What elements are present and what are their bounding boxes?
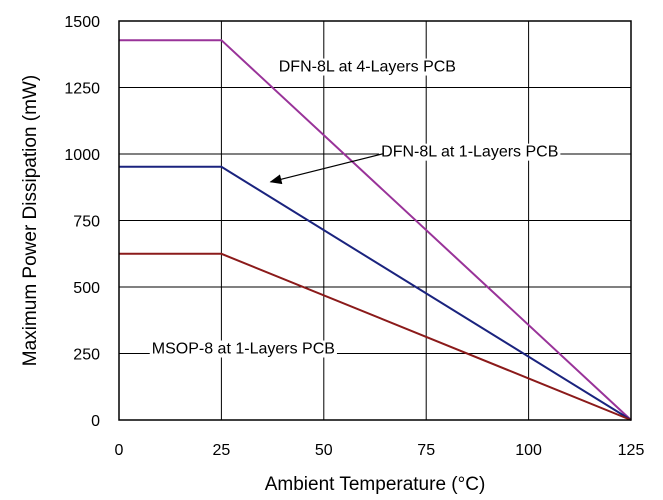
label-background <box>379 143 561 161</box>
y-tick-label: 1250 <box>64 81 100 98</box>
y-tick-label: 500 <box>73 280 100 297</box>
y-tick-label: 1000 <box>64 147 100 164</box>
grid <box>119 21 631 420</box>
annotation-arrow <box>269 153 384 185</box>
series-line-1 <box>119 165 632 421</box>
series-line-0 <box>119 39 632 421</box>
series-label-1: DFN-8L at 1-Layers PCB <box>381 144 558 161</box>
y-tick-label: 250 <box>73 347 100 364</box>
plot-frame <box>118 20 632 421</box>
label-background <box>276 58 458 76</box>
x-axis-label: Ambient Temperature (°C) <box>265 474 486 495</box>
y-tick-label: 0 <box>91 413 100 430</box>
x-tick-label: 100 <box>515 442 542 459</box>
series-line-2 <box>119 252 632 421</box>
x-tick-label: 50 <box>315 442 333 459</box>
series-lines <box>119 39 632 421</box>
y-tick-label: 750 <box>73 214 100 231</box>
series-label-2: MSOP-8 at 1-Layers PCB <box>152 341 335 358</box>
x-tick-label: 125 <box>618 442 645 459</box>
annotations: DFN-8L at 4-Layers PCB DFN-8L at 1-Layers… <box>149 58 561 358</box>
series-label-0: DFN-8L at 4-Layers PCB <box>279 59 456 76</box>
x-tick-label: 25 <box>213 442 231 459</box>
y-tick-label: 1500 <box>64 14 100 31</box>
x-tick-label: 75 <box>417 442 435 459</box>
x-tick-label: 0 <box>115 442 124 459</box>
label-background <box>149 340 337 358</box>
y-axis-label: Maximum Power Dissipation (mW) <box>20 75 41 366</box>
